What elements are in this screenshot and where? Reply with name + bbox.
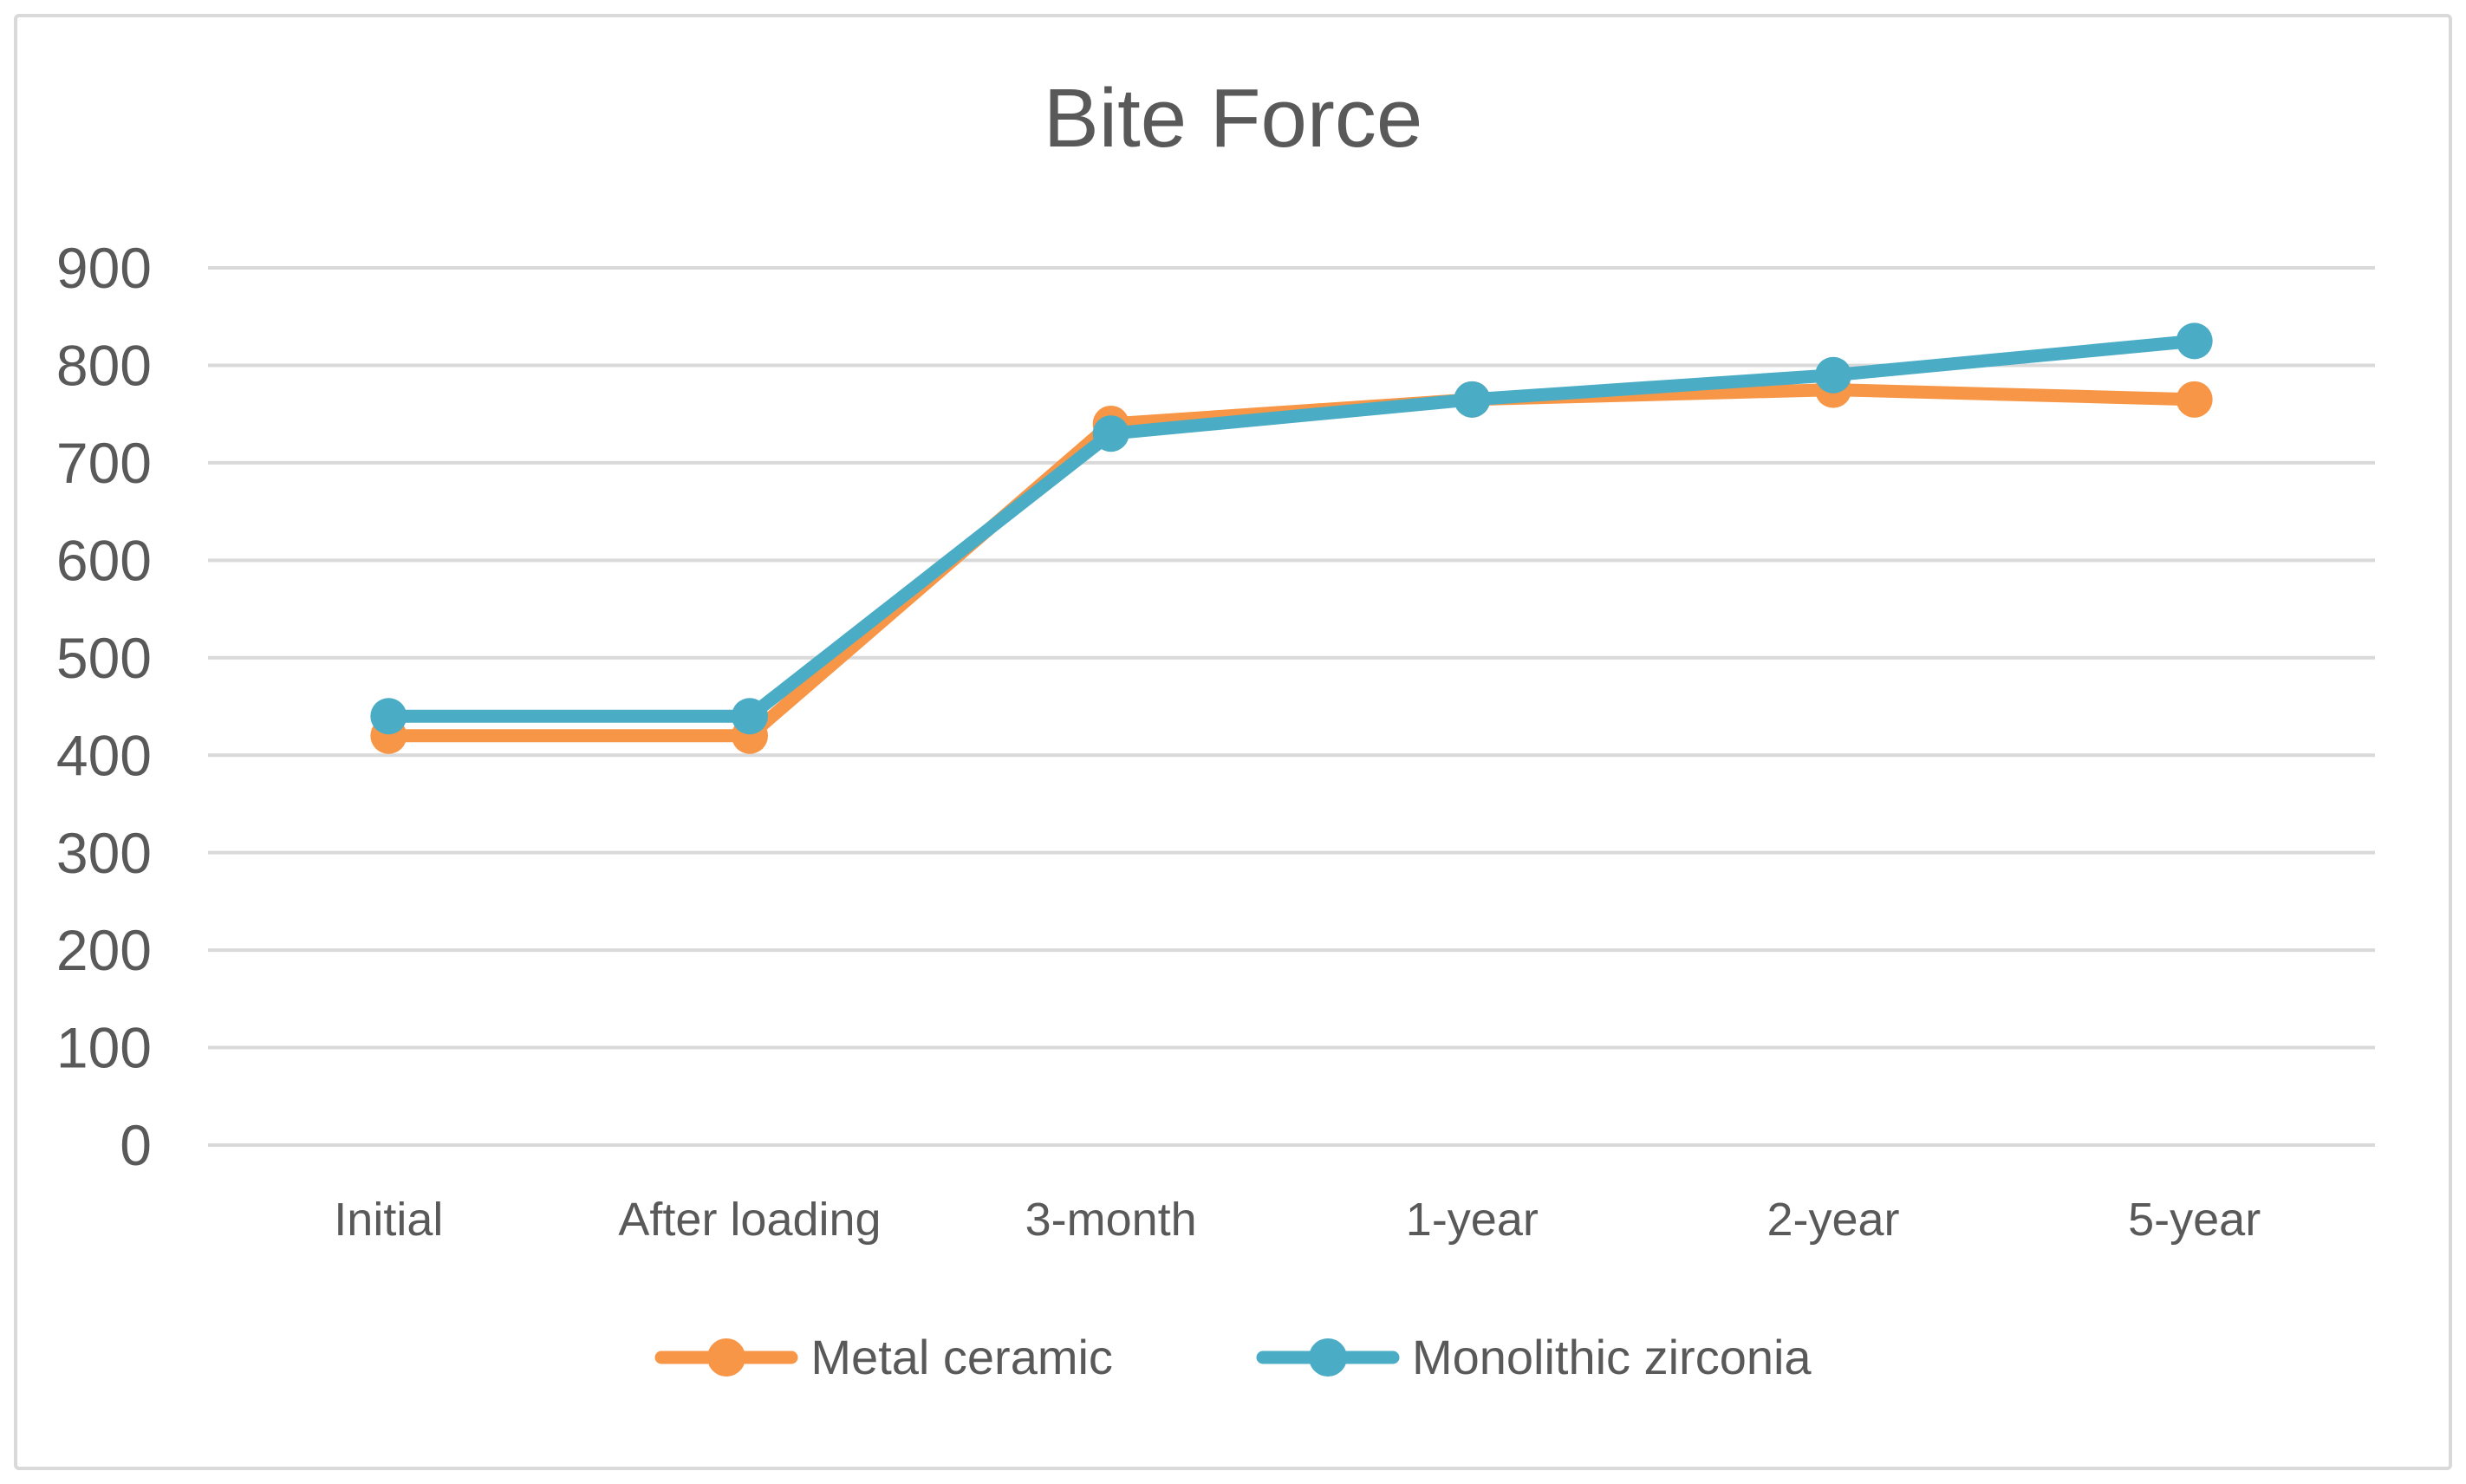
y-axis-label-600: 600: [56, 528, 152, 592]
legend-label-monolithic-zirconia: Monolithic zirconia: [1411, 1330, 1812, 1384]
x-axis-label-initial: Initial: [334, 1194, 443, 1246]
x-axis-label-after-loading: After loading: [618, 1194, 881, 1246]
chart-title: Bite Force: [1043, 72, 1423, 165]
y-axis-label-900: 900: [56, 236, 152, 300]
y-axis-label-400: 400: [56, 723, 152, 787]
y-axis-label-700: 700: [56, 431, 152, 495]
legend-marker-metal-ceramic: [654, 1338, 798, 1377]
y-axis-label-200: 200: [56, 918, 152, 982]
y-axis-label-0: 0: [120, 1113, 152, 1177]
legend-marker-monolithic-zirconia: [1256, 1338, 1400, 1377]
x-axis-label-1-year: 1-year: [1406, 1194, 1539, 1246]
data-point-monolithic-zirconia-after-loading: [732, 698, 768, 735]
series-line-metal-ceramic: [381, 383, 2202, 743]
legend-item-monolithic-zirconia: Monolithic zirconia: [1256, 1329, 1812, 1385]
data-point-metal-ceramic-5-year: [2176, 381, 2213, 418]
y-axis-label-100: 100: [56, 1016, 152, 1080]
y-axis-label-500: 500: [56, 626, 152, 690]
series-line-monolithic-zirconia: [381, 334, 2202, 723]
data-point-monolithic-zirconia-2-year: [1815, 356, 1851, 394]
legend-item-metal-ceramic: Metal ceramic: [654, 1329, 1113, 1385]
data-point-monolithic-zirconia-initial: [370, 698, 407, 735]
legend: Metal ceramic Monolithic zirconia: [0, 1329, 2466, 1385]
x-axis-label-5-year: 5-year: [2128, 1194, 2261, 1246]
data-point-monolithic-zirconia-3-month: [1092, 415, 1129, 452]
data-point-monolithic-zirconia-5-year: [2176, 322, 2213, 360]
y-axis-label-800: 800: [56, 334, 152, 398]
legend-label-metal-ceramic: Metal ceramic: [810, 1330, 1113, 1384]
x-axis-label-3-month: 3-month: [1025, 1194, 1197, 1246]
data-point-monolithic-zirconia-1-year: [1454, 381, 1491, 418]
x-axis-label-2-year: 2-year: [1767, 1194, 1899, 1246]
y-axis-label-300: 300: [56, 821, 152, 885]
